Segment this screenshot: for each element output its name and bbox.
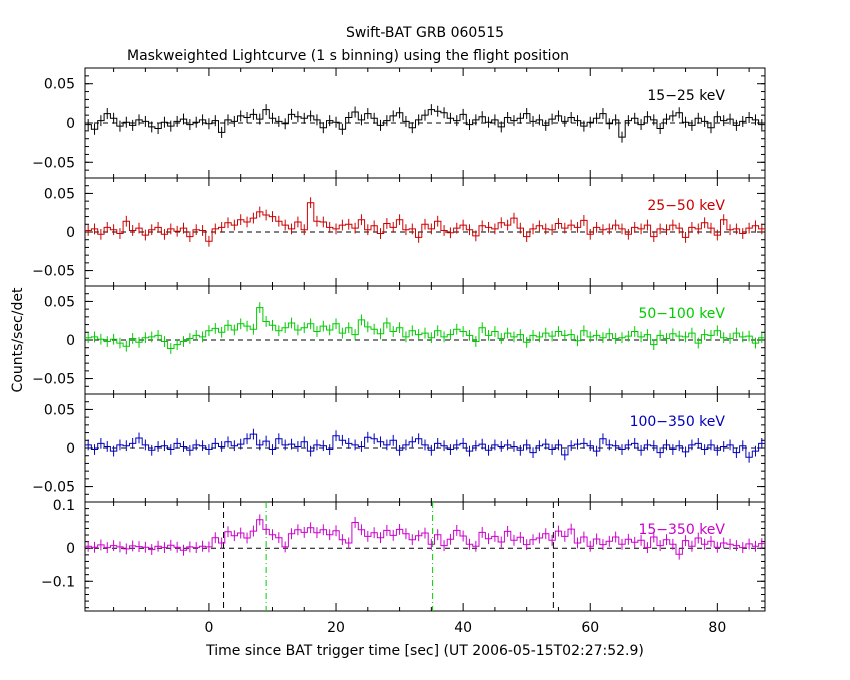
y-tick-label: 0 <box>66 333 75 349</box>
y-tick-label: −0.05 <box>32 155 75 171</box>
y-tick-label: 0.1 <box>53 498 75 514</box>
y-axis-label: Counts/sec/det <box>10 287 26 392</box>
panel-1: 0.05 0 −0.05 15−25 keV <box>32 67 766 179</box>
x-axis-label: Time since BAT trigger time [sec] (UT 20… <box>205 643 644 659</box>
y-tick-label: 0 <box>66 116 75 132</box>
x-tick-label: 0 <box>204 620 213 636</box>
panel-5: 0 −0.1 0.1 15−350 keV <box>41 498 766 612</box>
panel-label: 100−350 keV <box>630 414 726 430</box>
x-tick-label: 80 <box>708 620 726 636</box>
panel-4: 0.05 0 −0.05 100−350 keV <box>32 393 766 503</box>
y-tick-label: −0.05 <box>32 264 75 280</box>
y-tick-label: −0.1 <box>41 574 75 590</box>
panel-label: 50−100 keV <box>638 306 725 322</box>
panel-label: 25−50 keV <box>647 198 725 214</box>
panel-label: 15−25 keV <box>647 88 725 104</box>
panel-2: 0.05 0 −0.05 25−50 keV <box>32 177 766 287</box>
y-tick-label: 0.05 <box>44 402 75 418</box>
panel-3: 0.05 0 −0.05 50−100 keV <box>32 285 766 395</box>
panel-frame <box>84 501 766 612</box>
y-tick-label: 0.05 <box>44 77 75 93</box>
y-tick-label: 0 <box>66 541 75 557</box>
y-tick-label: 0 <box>66 441 75 457</box>
panel-label: 15−350 keV <box>638 522 725 538</box>
x-tick-label: 40 <box>454 620 472 636</box>
y-tick-label: −0.05 <box>32 480 75 496</box>
chart-subtitle: Maskweighted Lightcurve (1 s binning) us… <box>127 48 569 64</box>
y-tick-label: 0.05 <box>44 294 75 310</box>
y-tick-label: 0.05 <box>44 186 75 202</box>
y-tick-label: 0 <box>66 225 75 241</box>
x-tick-labels: 0 20 40 60 80 <box>204 620 726 636</box>
chart-title: Swift-BAT GRB 060515 <box>346 25 504 41</box>
x-tick-label: 20 <box>327 620 345 636</box>
y-tick-label: −0.05 <box>32 372 75 388</box>
x-tick-label: 60 <box>581 620 599 636</box>
